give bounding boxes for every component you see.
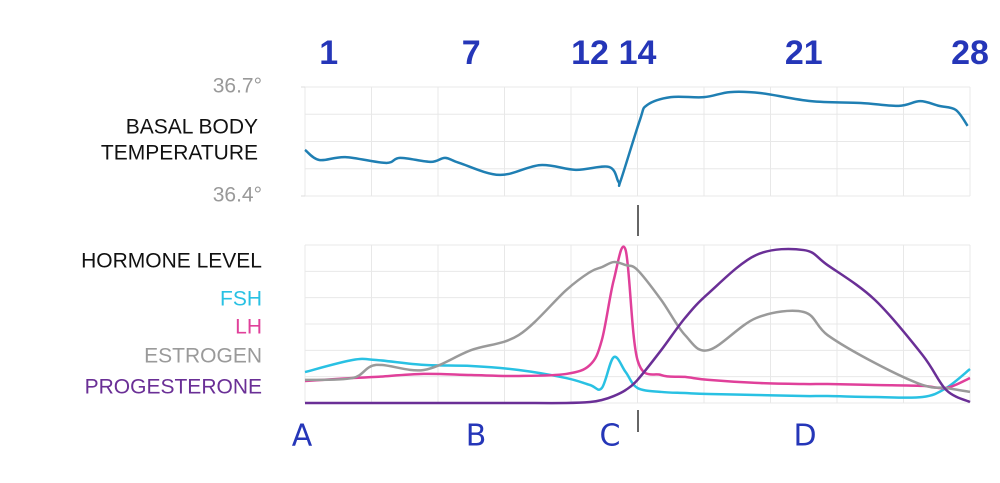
- x-tick-label: 7: [462, 34, 481, 72]
- phase-label: D: [793, 419, 816, 454]
- y-axis-label: BASAL BODY: [126, 116, 258, 139]
- data-line: [304, 90, 969, 187]
- y-tick-label: 36.7°: [213, 75, 262, 98]
- data-line: [304, 260, 971, 394]
- x-tick-label: 28: [951, 34, 989, 72]
- data-line: [304, 355, 971, 399]
- y-axis-label: TEMPERATURE: [101, 142, 258, 165]
- phase-label: C: [600, 419, 621, 454]
- phase-label: B: [466, 419, 487, 454]
- x-tick-label: 12: [571, 34, 609, 72]
- data-line: [304, 245, 971, 390]
- legend-label: PROGESTERONE: [85, 376, 262, 399]
- panel-title: HORMONE LEVEL: [81, 250, 262, 273]
- legend-label: ESTROGEN: [144, 345, 262, 368]
- legend-label: FSH: [220, 288, 262, 311]
- x-tick-label: 14: [619, 34, 657, 72]
- x-tick-label: 1: [319, 34, 338, 72]
- data-line: [305, 247, 971, 405]
- y-tick-label: 36.4°: [213, 184, 262, 207]
- x-tick-label: 21: [785, 34, 823, 72]
- legend-label: LH: [235, 316, 262, 339]
- phase-label: A: [292, 419, 313, 454]
